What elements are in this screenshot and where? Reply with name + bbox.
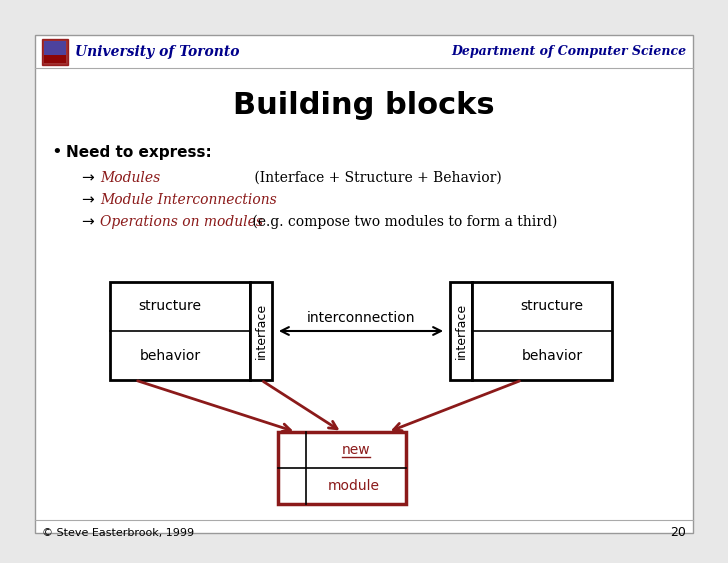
Text: behavior: behavior (521, 348, 582, 363)
Text: interconnection: interconnection (306, 311, 415, 325)
Text: •: • (52, 143, 63, 161)
Text: © Steve Easterbrook, 1999: © Steve Easterbrook, 1999 (42, 528, 194, 538)
FancyBboxPatch shape (472, 282, 612, 380)
FancyBboxPatch shape (44, 41, 66, 55)
Text: Modules: Modules (100, 171, 160, 185)
Text: (Interface + Structure + Behavior): (Interface + Structure + Behavior) (250, 171, 502, 185)
Text: interface: interface (454, 303, 467, 359)
Text: interface: interface (255, 303, 267, 359)
Text: new: new (341, 443, 371, 457)
Text: Department of Computer Science: Department of Computer Science (451, 46, 686, 59)
Text: Operations on modules: Operations on modules (100, 215, 263, 229)
Text: 20: 20 (670, 526, 686, 539)
Text: University of Toronto: University of Toronto (75, 45, 240, 59)
Text: →: → (82, 193, 95, 208)
Text: behavior: behavior (140, 348, 200, 363)
FancyBboxPatch shape (44, 55, 66, 63)
FancyBboxPatch shape (278, 432, 406, 504)
Text: Building blocks: Building blocks (233, 91, 495, 119)
FancyBboxPatch shape (35, 35, 693, 533)
Text: structure: structure (521, 300, 584, 314)
Text: →: → (82, 171, 95, 185)
Text: →: → (82, 215, 95, 230)
FancyBboxPatch shape (110, 282, 250, 380)
Text: Need to express:: Need to express: (66, 145, 212, 159)
Text: (e.g. compose two modules to form a third): (e.g. compose two modules to form a thir… (248, 215, 558, 229)
Text: structure: structure (138, 300, 202, 314)
FancyBboxPatch shape (250, 282, 272, 380)
Text: Module Interconnections: Module Interconnections (100, 193, 277, 207)
Text: module: module (328, 479, 380, 493)
FancyBboxPatch shape (42, 39, 68, 65)
FancyBboxPatch shape (450, 282, 472, 380)
